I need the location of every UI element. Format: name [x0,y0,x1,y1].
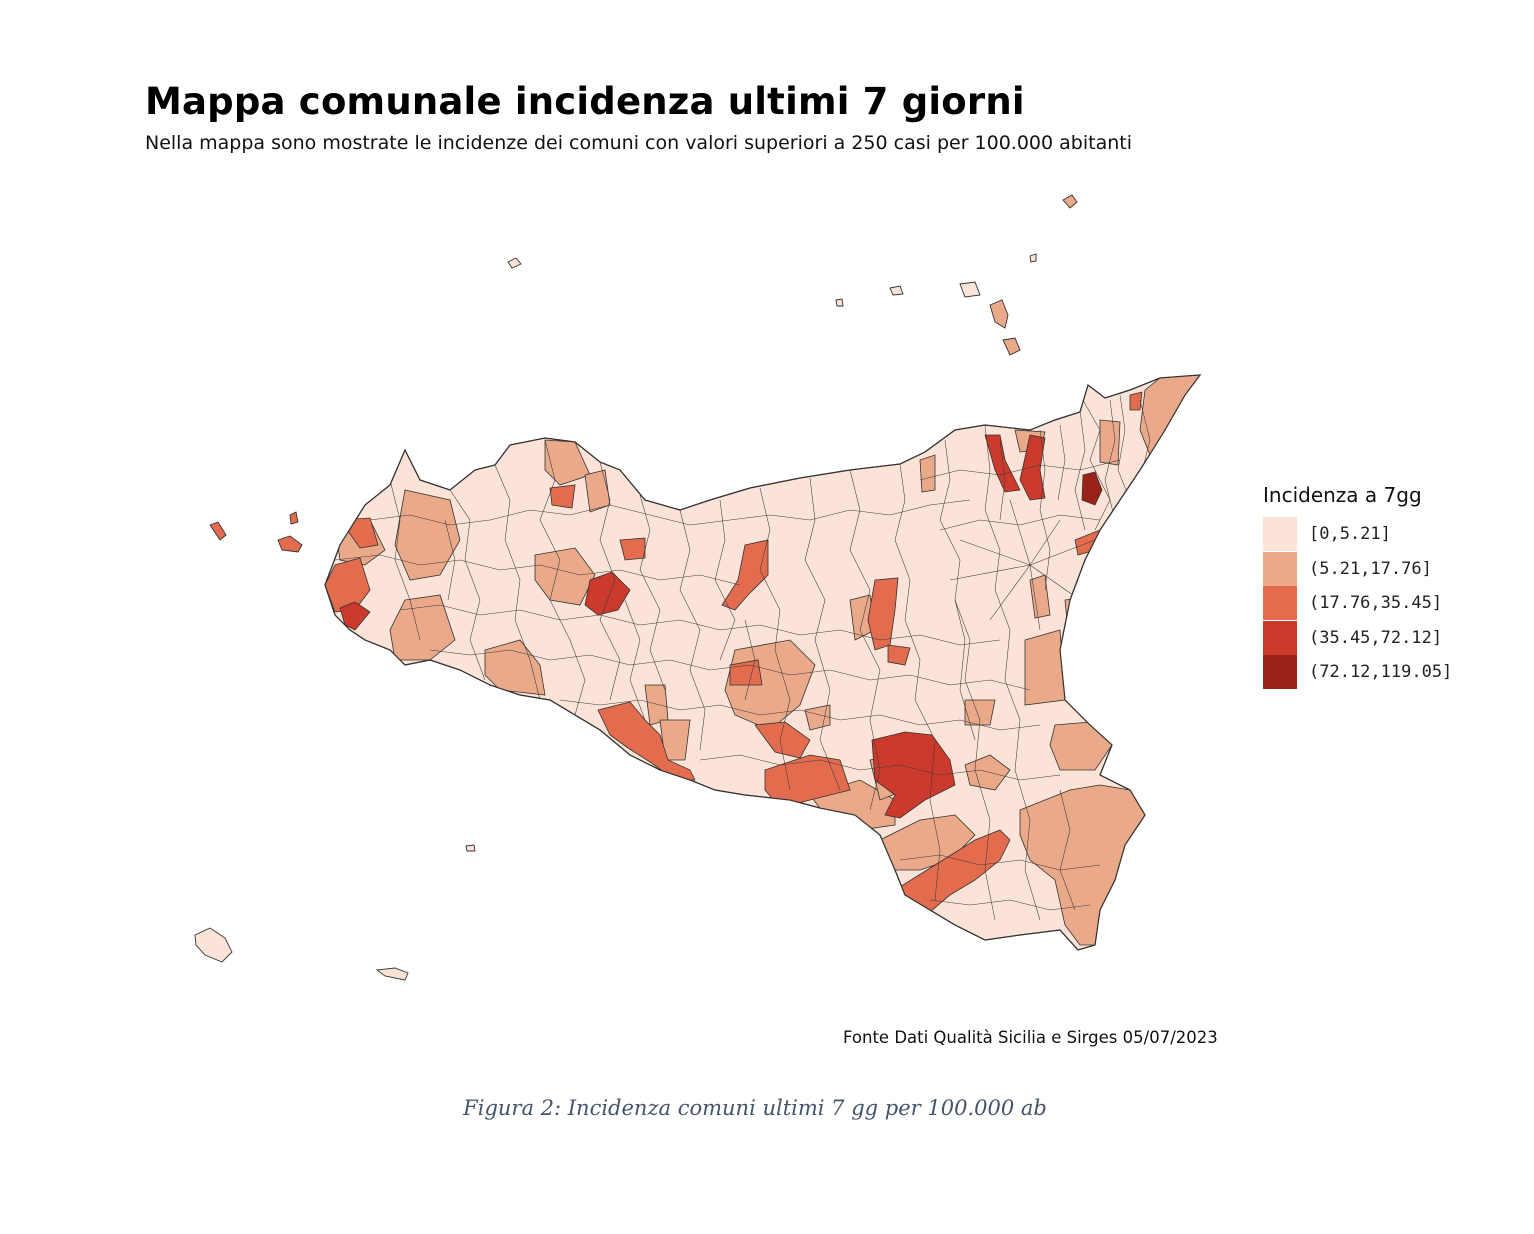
municipality-area [1024,629,1066,706]
legend-label: (72.12,119.05] [1309,662,1453,683]
map-title: Mappa comunale incidenza ultimi 7 giorni [145,80,1025,123]
legend-item: (5.21,17.76] [1263,551,1452,587]
municipality-area [339,601,371,631]
municipality-area [887,644,911,666]
legend-swatch [1263,586,1297,621]
minor-islands [194,194,1078,981]
map-legend: Incidenza a 7gg [0,5.21] (5.21,17.76] (1… [1263,483,1452,690]
legend-label: [0,5.21] [1309,524,1391,545]
island-egadi-levanzo [289,511,299,525]
legend-swatch [1263,655,1297,690]
municipality-area [1064,597,1086,633]
figure-caption: Figura 2: Incidenza comuni ultimi 7 gg p… [463,1096,1047,1120]
legend-swatch [1263,551,1297,586]
municipality-area [964,754,1011,791]
map-subtitle: Nella mappa sono mostrate le incidenze d… [145,132,1132,154]
legend-title: Incidenza a 7gg [1263,483,1422,507]
municipality-fills [325,375,1200,946]
sicily-coastline [324,374,1202,951]
municipality-area [394,489,461,581]
municipality-area [619,537,646,561]
municipality-area [484,639,546,696]
municipality-boundaries [334,394,1151,921]
municipality-area [964,699,996,726]
municipality-area [325,557,371,613]
municipality-area [729,659,763,686]
legend-label: (35.45,72.12] [1309,627,1443,648]
island-linosa [465,844,476,852]
island-lipari [989,299,1009,329]
island-pantelleria [194,927,233,963]
municipality-area [721,539,769,611]
island-alicudi [835,298,844,307]
municipality-area [871,731,956,819]
island-egadi-favignana [277,535,303,553]
island-panarea [1029,253,1037,263]
island-ustica [507,257,522,269]
legend-item: [0,5.21] [1263,517,1452,552]
municipality-area [804,704,831,731]
municipality-area [597,701,696,781]
municipality-area [919,454,936,493]
island-vulcano [1002,337,1021,356]
legend-item: (17.76,35.45] [1263,586,1452,621]
municipality-area [1029,574,1051,619]
municipality-area [1099,419,1121,466]
legend-swatch [1263,620,1297,655]
municipality-area [534,547,596,606]
municipality-area [754,721,811,759]
municipality-area [1081,471,1103,506]
island-filicudi [889,285,904,296]
municipality-area [549,484,576,509]
legend-swatch [1263,517,1297,552]
island-lampedusa [375,967,409,981]
municipality-area [1019,434,1046,501]
municipality-area [764,754,851,809]
legend-label: (5.21,17.76] [1309,558,1432,579]
legend-label: (17.76,35.45] [1309,593,1443,614]
municipality-area [1129,391,1143,411]
legend-item: (72.12,119.05] [1263,655,1452,690]
municipality-area [984,434,1021,493]
island-egadi-marettimo [209,521,227,541]
data-source-note: Fonte Dati Qualità Sicilia e Sirges 05/0… [843,1028,1218,1047]
legend-item: (35.45,72.12] [1263,620,1452,656]
island-stromboli [1062,194,1078,209]
island-salina [959,281,981,298]
